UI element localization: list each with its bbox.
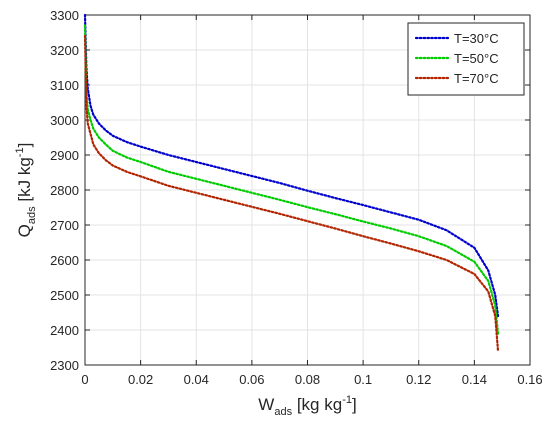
y-tick-label: 2500 bbox=[50, 288, 79, 303]
series-line-2 bbox=[83, 24, 500, 335]
x-tick-label: 0.16 bbox=[517, 372, 542, 387]
y-axis-title: Qads [kJ kg-1] bbox=[14, 143, 38, 238]
x-tick-label: 0.12 bbox=[406, 372, 431, 387]
y-tick-label: 2300 bbox=[50, 358, 79, 373]
y-tick-label: 2400 bbox=[50, 323, 79, 338]
y-tick-label: 3200 bbox=[50, 43, 79, 58]
x-tick-label: 0.06 bbox=[239, 372, 264, 387]
legend-label-2: T=50°C bbox=[454, 51, 499, 66]
y-tick-label: 3000 bbox=[50, 113, 79, 128]
legend: T=30°C T=50°C T=70°C bbox=[407, 22, 525, 96]
x-tick-label: 0.14 bbox=[462, 372, 487, 387]
legend-label-1: T=30°C bbox=[454, 31, 499, 46]
y-tick-label: 2800 bbox=[50, 183, 79, 198]
y-tick-label: 2700 bbox=[50, 218, 79, 233]
x-axis-title: Wads [kg kg-1] bbox=[258, 394, 356, 418]
x-axis-title-close: ] bbox=[352, 395, 357, 414]
y-tick-label: 2900 bbox=[50, 148, 79, 163]
series-lines bbox=[83, 13, 500, 353]
x-axis-title-exp: -1 bbox=[342, 394, 352, 406]
x-axis-title-main: W bbox=[258, 395, 274, 414]
x-axis-title-sub: ads bbox=[274, 406, 292, 418]
x-tick-label: 0.02 bbox=[128, 372, 153, 387]
series-line-3 bbox=[83, 34, 500, 353]
tick-labels: 0 0.02 0.04 0.06 0.08 0.1 0.12 0.14 0.16 2300 2400… bbox=[50, 8, 543, 387]
legend-label-3: T=70°C bbox=[454, 71, 499, 86]
y-axis-title-sub: ads bbox=[26, 206, 38, 224]
x-axis-title-unit: [kg kg bbox=[292, 395, 342, 414]
y-axis-title-close: ] bbox=[15, 143, 34, 148]
x-tick-label: 0.04 bbox=[184, 372, 209, 387]
y-tick-label: 3300 bbox=[50, 8, 79, 23]
series-line-1 bbox=[83, 13, 500, 318]
x-tick-label: 0.1 bbox=[354, 372, 372, 387]
y-axis-title-main: Q bbox=[15, 224, 34, 237]
axis-ticks bbox=[84, 14, 531, 366]
y-tick-label: 3100 bbox=[50, 78, 79, 93]
x-tick-label: 0 bbox=[81, 372, 88, 387]
y-tick-label: 2600 bbox=[50, 253, 79, 268]
y-axis-title-exp: -1 bbox=[14, 147, 26, 157]
y-axis-title-unit: [kJ kg bbox=[15, 157, 34, 206]
x-tick-label: 0.08 bbox=[295, 372, 320, 387]
